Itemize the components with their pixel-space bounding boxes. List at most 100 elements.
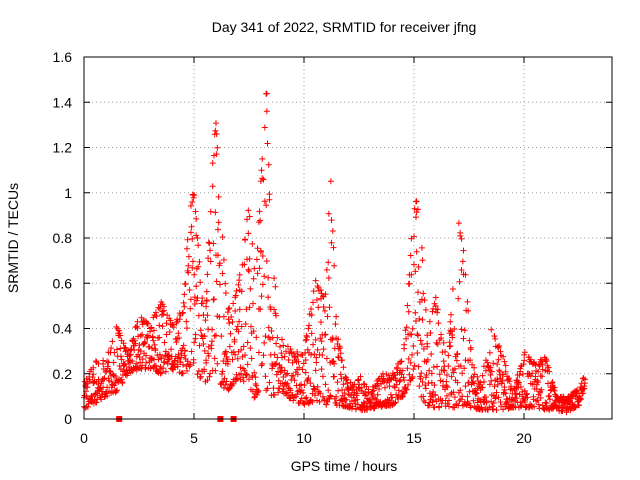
data-point bbox=[271, 306, 278, 313]
data-point bbox=[247, 345, 254, 352]
data-point bbox=[440, 339, 447, 346]
data-point bbox=[546, 392, 553, 399]
data-point bbox=[261, 124, 268, 131]
data-point bbox=[157, 370, 164, 377]
data-point bbox=[176, 316, 183, 323]
data-point bbox=[269, 365, 276, 372]
data-point bbox=[494, 343, 501, 350]
data-point bbox=[421, 297, 428, 304]
data-point bbox=[480, 378, 487, 385]
data-point bbox=[147, 325, 153, 332]
data-point bbox=[162, 348, 169, 355]
data-point bbox=[407, 359, 414, 366]
data-point bbox=[232, 308, 239, 315]
data-point bbox=[183, 325, 190, 332]
data-point bbox=[537, 394, 544, 401]
data-point bbox=[143, 319, 150, 326]
data-point bbox=[401, 341, 408, 348]
data-point bbox=[209, 326, 216, 333]
data-point bbox=[445, 397, 452, 404]
data-point bbox=[158, 312, 165, 319]
data-point bbox=[187, 305, 194, 312]
data-point bbox=[401, 377, 408, 384]
data-point bbox=[289, 359, 296, 366]
data-point bbox=[424, 332, 431, 339]
data-point bbox=[145, 320, 152, 327]
data-point bbox=[259, 175, 266, 182]
data-point bbox=[303, 394, 310, 401]
data-point bbox=[399, 394, 406, 401]
data-point bbox=[423, 371, 430, 378]
data-point bbox=[325, 259, 332, 266]
data-point bbox=[137, 348, 144, 355]
data-point bbox=[207, 247, 214, 254]
data-point bbox=[420, 345, 427, 352]
data-point bbox=[559, 407, 566, 414]
data-point bbox=[82, 404, 89, 411]
data-point bbox=[264, 385, 271, 392]
x-tick-label: 0 bbox=[80, 430, 88, 446]
data-point bbox=[197, 373, 204, 380]
data-point bbox=[228, 313, 235, 320]
data-point bbox=[380, 375, 387, 382]
data-point bbox=[215, 219, 222, 226]
data-point bbox=[581, 380, 588, 387]
data-point bbox=[511, 385, 518, 392]
data-point bbox=[180, 342, 187, 349]
data-point bbox=[121, 361, 128, 368]
data-point bbox=[360, 399, 367, 406]
data-point bbox=[139, 356, 146, 363]
data-point bbox=[471, 380, 478, 387]
data-point bbox=[404, 365, 411, 372]
data-point bbox=[422, 382, 429, 389]
data-point bbox=[570, 392, 577, 399]
data-point bbox=[115, 327, 122, 334]
data-point bbox=[180, 309, 186, 316]
data-point bbox=[435, 320, 442, 327]
data-point bbox=[250, 328, 257, 335]
data-point bbox=[294, 391, 301, 398]
data-point bbox=[190, 194, 197, 201]
data-point bbox=[238, 288, 245, 295]
data-point bbox=[467, 344, 474, 351]
data-point bbox=[152, 347, 159, 354]
data-point bbox=[177, 358, 184, 365]
data-point bbox=[539, 366, 546, 373]
data-point bbox=[331, 373, 338, 380]
data-point bbox=[487, 364, 494, 371]
data-point bbox=[488, 398, 495, 405]
data-point bbox=[290, 350, 297, 357]
data-point bbox=[256, 265, 263, 272]
data-point bbox=[405, 381, 412, 388]
data-point bbox=[260, 352, 267, 359]
data-point bbox=[160, 365, 167, 372]
data-point bbox=[456, 397, 463, 404]
data-point bbox=[337, 397, 344, 404]
data-point bbox=[220, 384, 227, 391]
data-point bbox=[500, 406, 507, 413]
data-point bbox=[156, 351, 163, 358]
data-point bbox=[207, 258, 214, 265]
data-point bbox=[299, 366, 306, 373]
data-point bbox=[272, 283, 279, 290]
data-point bbox=[263, 202, 270, 209]
data-point bbox=[276, 385, 283, 392]
data-point bbox=[231, 338, 238, 345]
data-point bbox=[272, 361, 279, 368]
data-point bbox=[273, 360, 280, 367]
data-point bbox=[410, 343, 417, 350]
data-point bbox=[265, 324, 272, 331]
data-point bbox=[143, 352, 150, 359]
data-point bbox=[197, 327, 204, 334]
data-point bbox=[261, 273, 268, 280]
data-point bbox=[471, 364, 478, 371]
data-point bbox=[193, 283, 200, 290]
data-point bbox=[241, 261, 248, 268]
data-point bbox=[393, 381, 400, 388]
data-point bbox=[545, 364, 552, 371]
data-point bbox=[185, 253, 192, 260]
data-point bbox=[222, 280, 229, 287]
data-point bbox=[238, 346, 245, 353]
data-point bbox=[467, 404, 474, 411]
data-point bbox=[257, 217, 264, 224]
